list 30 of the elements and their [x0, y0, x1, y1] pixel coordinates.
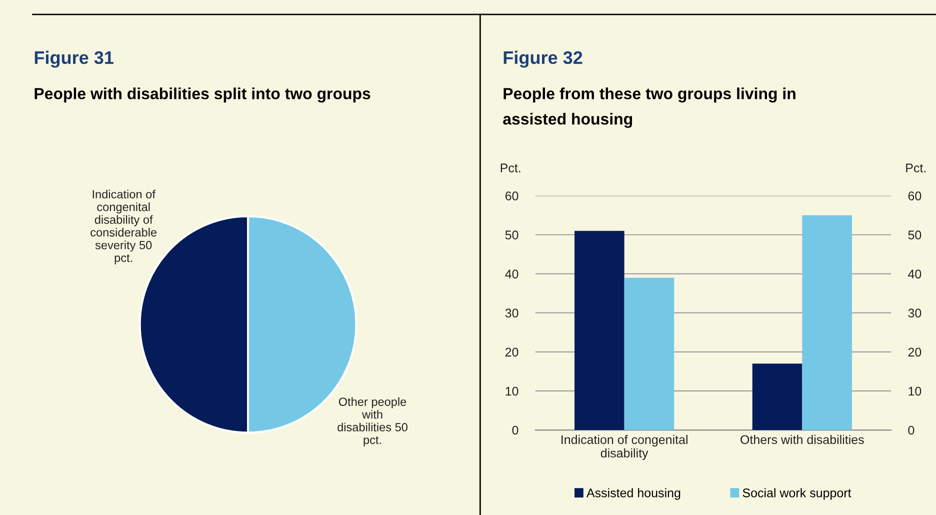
y-tick-label: 10	[506, 386, 518, 396]
slice-label: Other people with disabilities 50 pct.	[338, 397, 408, 446]
bar	[574, 230, 624, 430]
y2-tick-label: 0	[908, 426, 914, 435]
y2-tick-label: 10	[908, 386, 922, 396]
legend-label: Social work support	[742, 488, 852, 500]
y-tick-label: 20	[505, 348, 518, 357]
y2-tick-label: 30	[908, 308, 922, 318]
bar	[624, 278, 674, 430]
chart-subtitle: People from these two groups living in assisted housing	[503, 88, 796, 128]
y2-tick-label: 20	[908, 348, 922, 357]
chart-title: Figure 32	[504, 50, 582, 68]
y-tick-label: 60	[505, 192, 518, 200]
legend-label: Assisted housing	[586, 488, 680, 500]
y2-tick-label: 60	[908, 192, 922, 200]
y-axis-title: Pct.	[500, 164, 520, 172]
y2-tick-label: 40	[908, 270, 922, 278]
y-tick-label: 0	[512, 426, 518, 435]
chart-title: Figure 31	[34, 50, 114, 68]
y2-axis-title: Pct.	[906, 164, 926, 172]
y-tick-label: 50	[505, 230, 518, 240]
bar	[752, 364, 802, 430]
x-tick-label: Others with disabilities	[740, 434, 864, 444]
bar	[802, 215, 852, 430]
x-tick-label: Indication of congenital disability	[562, 434, 688, 460]
y-tick-label: 40	[505, 270, 518, 278]
slice-label: Indication of congenital disability of considerable severity 50 pct.	[90, 190, 157, 264]
y2-tick-label: 50	[908, 230, 922, 240]
chart-subtitle: People with disabilities split into two groups	[34, 88, 370, 103]
y-tick-label: 30	[505, 308, 518, 318]
